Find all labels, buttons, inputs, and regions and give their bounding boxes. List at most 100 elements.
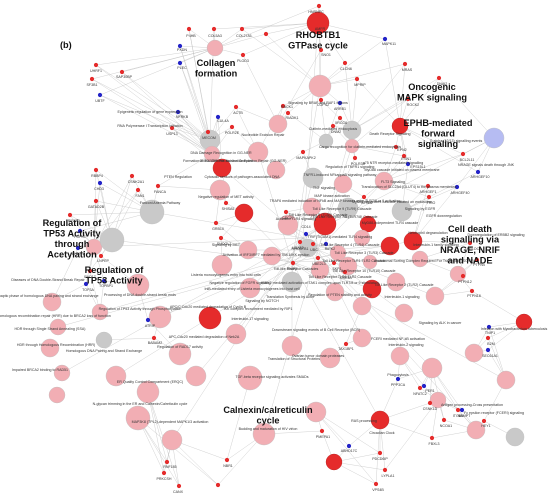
pathway-label: Interleukin-17 signaling <box>232 317 269 321</box>
gene-node <box>151 335 157 341</box>
gene-label: RIADK1 <box>286 116 299 120</box>
gene-node <box>318 97 324 103</box>
pathway-label: Budding and maturation of HIV virion <box>239 427 298 431</box>
gene-label: TRIO <box>427 201 436 205</box>
gene-label: B2M <box>487 342 494 346</box>
gene-label: GRB10 <box>212 227 224 231</box>
gene-node <box>229 124 235 130</box>
pathway-label: RNA Polymerase I Transcription Initiatio… <box>117 124 182 128</box>
gene-node <box>223 200 229 206</box>
gene-label: PRKCSH <box>157 477 172 481</box>
gene-label: ATRIP <box>145 324 156 328</box>
gene-label: AMFR <box>315 27 326 31</box>
gene-node <box>337 115 343 121</box>
pathway-label: Neutrophil degranulation <box>408 231 447 235</box>
gene-label: NBR1 <box>223 464 233 468</box>
pathway-node <box>325 453 343 471</box>
gene-node <box>290 260 296 266</box>
pathway-label: APC-Cdc20 mediated degradation of Nek2A <box>169 335 240 339</box>
gene-node <box>401 153 407 159</box>
pathway-label: Impaired BRCA2 binding to RAD51 <box>12 368 68 372</box>
pathway-label: Regulation of TP53 Activity through Phos… <box>99 307 182 311</box>
gene-node <box>475 169 481 175</box>
gene-label: ITSN1 <box>401 157 411 161</box>
gene-node <box>474 257 480 263</box>
gene-node <box>177 43 183 49</box>
gene-label: ARHGEF40 <box>451 191 470 195</box>
gene-label: SHISA5 <box>222 207 235 211</box>
pathway-node <box>306 11 330 35</box>
gene-node <box>83 281 89 287</box>
gene-label: XRCC6 <box>335 121 347 125</box>
pathway-node <box>344 138 360 154</box>
pathway-node <box>302 167 324 189</box>
gene-label: RBBP4 <box>91 174 103 178</box>
gene-label: MAPK11 <box>382 42 396 46</box>
gene-node <box>352 155 358 161</box>
gene-label: PTPN12 <box>458 280 472 284</box>
pathway-label: Listeria monocytogenes entry into host c… <box>191 273 261 277</box>
gene-label: CREB1 <box>340 276 352 280</box>
pathway-label: Toll Like Receptor 7/8 (TLR7/8) Cascade <box>313 215 378 219</box>
gene-node <box>211 26 217 32</box>
pathway-label: Toll Like Receptor 4 (TLR4) Cascade <box>321 243 380 247</box>
pathway-node <box>53 364 71 382</box>
gene-node <box>145 317 151 323</box>
gene-node <box>186 26 192 32</box>
pathway-label: Toll Like Receptor 10 (TLR10) Cascade <box>333 269 396 273</box>
gene-node <box>429 435 435 441</box>
gene-node <box>224 457 230 463</box>
pathway-label: InlB-mediated entry of Listeria monocyto… <box>204 287 299 291</box>
gene-label: CANX <box>173 490 184 494</box>
pathway-node <box>483 127 505 149</box>
gene-node <box>402 61 408 67</box>
network-nodes <box>40 3 533 489</box>
gene-node <box>101 278 107 284</box>
gene-label: PTPN18 <box>467 294 481 298</box>
pathway-label: IRAK2 mediated activation of TAK1 comple… <box>261 281 378 285</box>
cluster-heading: RHOBTB1 GTPase cycle <box>288 30 348 51</box>
pathway-label: MyD88 dependent cascade initiated on end… <box>352 200 432 204</box>
gene-label: DNM2 <box>331 130 341 134</box>
gene-node <box>319 428 325 434</box>
gene-label: PIP4P1 <box>68 219 80 223</box>
pathway-label: Translocation of SLC2A4 (GLUT4) to the p… <box>361 185 457 189</box>
gene-label: BCL2L11 <box>460 158 475 162</box>
gene-label: SAP30BP <box>116 75 133 79</box>
gene-label: COPS2 <box>317 103 329 107</box>
pathway-label: FLT3 Signaling <box>381 180 405 184</box>
pathway-node <box>391 200 413 222</box>
pathway-node <box>266 160 286 180</box>
gene-node <box>177 60 183 66</box>
gene-node <box>455 407 461 413</box>
gene-node <box>467 240 473 246</box>
pathway-label: Presynaptic phase of homologous DNA pair… <box>0 294 98 298</box>
gene-label: PER1 <box>425 389 434 393</box>
gene-label: ROCK2 <box>407 103 419 107</box>
pathway-label: TNFR1-induced NFkappaB signaling pathway <box>304 173 377 177</box>
gene-node <box>215 482 221 488</box>
gene-node <box>337 100 343 106</box>
pathway-node <box>362 279 382 299</box>
gene-label: COL5A3 <box>208 34 222 38</box>
pathway-node <box>374 171 394 191</box>
pathway-label: Toll Like Receptor TLR6:TLR2 Cascade <box>308 275 371 279</box>
gene-label: DNAI2 <box>437 82 448 86</box>
gene-node <box>175 109 181 115</box>
gene-node <box>135 187 141 193</box>
gene-label: PDCD6IP <box>372 457 388 461</box>
gene-label: SF3B1 <box>87 83 98 87</box>
gene-node <box>239 26 245 32</box>
gene-node <box>454 184 460 190</box>
gene-node <box>405 161 411 167</box>
pathway-node <box>262 246 282 266</box>
pathway-node <box>313 212 337 236</box>
gene-label: TOP3A <box>82 288 94 292</box>
pathway-label: Toll Like Receptor TLR1:TLR2 Cascade <box>322 259 385 263</box>
pathway-label: Circadian Clock <box>369 431 394 435</box>
gene-label: LYPLA1 <box>382 474 395 478</box>
gene-node <box>97 92 103 98</box>
pathway-label: Toll Like Receptor 9 (TLR9) Cascade <box>313 207 372 211</box>
pathway-node <box>136 380 160 404</box>
